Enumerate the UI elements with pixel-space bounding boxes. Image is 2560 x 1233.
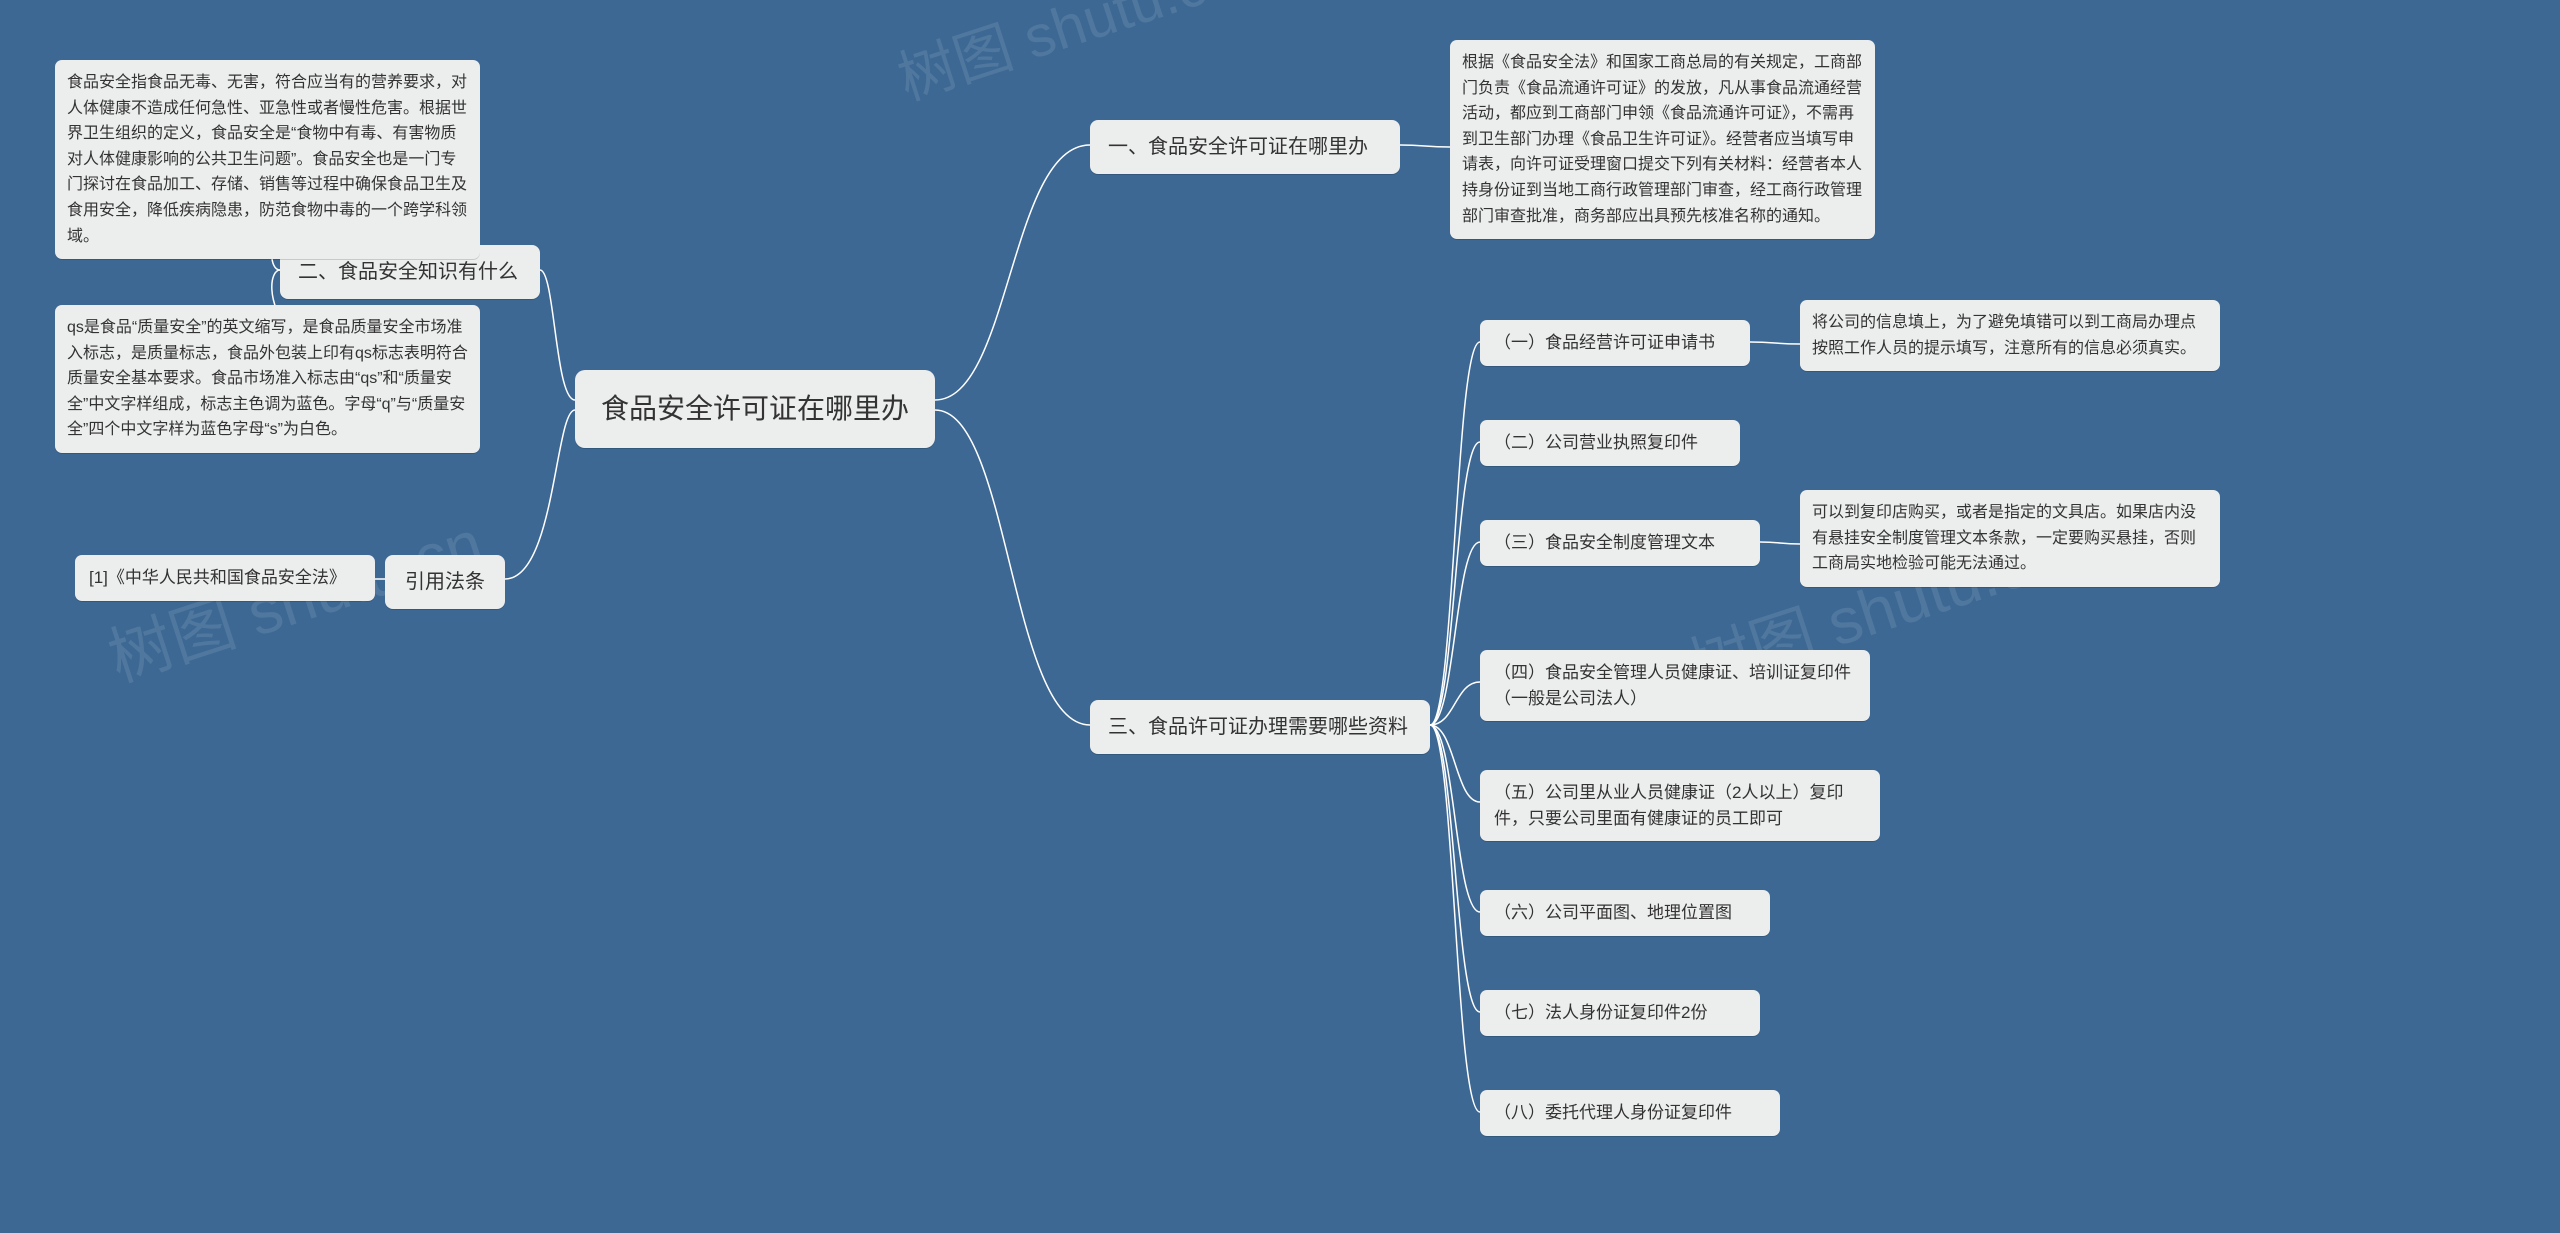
branch-b4[interactable]: 引用法条 [385, 555, 505, 609]
b3-child-7[interactable]: （八）委托代理人身份证复印件 [1480, 1090, 1780, 1136]
b3-child-3[interactable]: （四）食品安全管理人员健康证、培训证复印件（一般是公司法人） [1480, 650, 1870, 721]
b3-child-2-detail: 可以到复印店购买，或者是指定的文具店。如果店内没有悬挂安全制度管理文本条款，一定… [1800, 490, 2220, 587]
b3-child-6[interactable]: （七）法人身份证复印件2份 [1480, 990, 1760, 1036]
root-node[interactable]: 食品安全许可证在哪里办 [575, 370, 935, 448]
b4-child-0: [1]《中华人民共和国食品安全法》 [75, 555, 375, 601]
b2-child-0: 食品安全指食品无毒、无害，符合应当有的营养要求，对人体健康不造成任何急性、亚急性… [55, 60, 480, 259]
b1-detail: 根据《食品安全法》和国家工商总局的有关规定，工商部门负责《食品流通许可证》的发放… [1450, 40, 1875, 239]
b3-child-0[interactable]: （一）食品经营许可证申请书 [1480, 320, 1750, 366]
branch-b3[interactable]: 三、食品许可证办理需要哪些资料 [1090, 700, 1430, 754]
b3-child-5[interactable]: （六）公司平面图、地理位置图 [1480, 890, 1770, 936]
b3-child-1[interactable]: （二）公司营业执照复印件 [1480, 420, 1740, 466]
watermark: 树图 shutu.cn [886, 0, 1246, 116]
b3-child-0-detail: 将公司的信息填上，为了避免填错可以到工商局办理点按照工作人员的提示填写，注意所有… [1800, 300, 2220, 371]
mindmap-canvas: 树图 shutu.cn 树图 shutu.cn 树图 shutu.cn [0, 0, 2560, 1233]
b3-child-2[interactable]: （三）食品安全制度管理文本 [1480, 520, 1760, 566]
b3-child-4[interactable]: （五）公司里从业人员健康证（2人以上）复印件，只要公司里面有健康证的员工即可 [1480, 770, 1880, 841]
b2-child-1: qs是食品“质量安全”的英文缩写，是食品质量安全市场准入标志，是质量标志，食品外… [55, 305, 480, 453]
branch-b1[interactable]: 一、食品安全许可证在哪里办 [1090, 120, 1400, 174]
